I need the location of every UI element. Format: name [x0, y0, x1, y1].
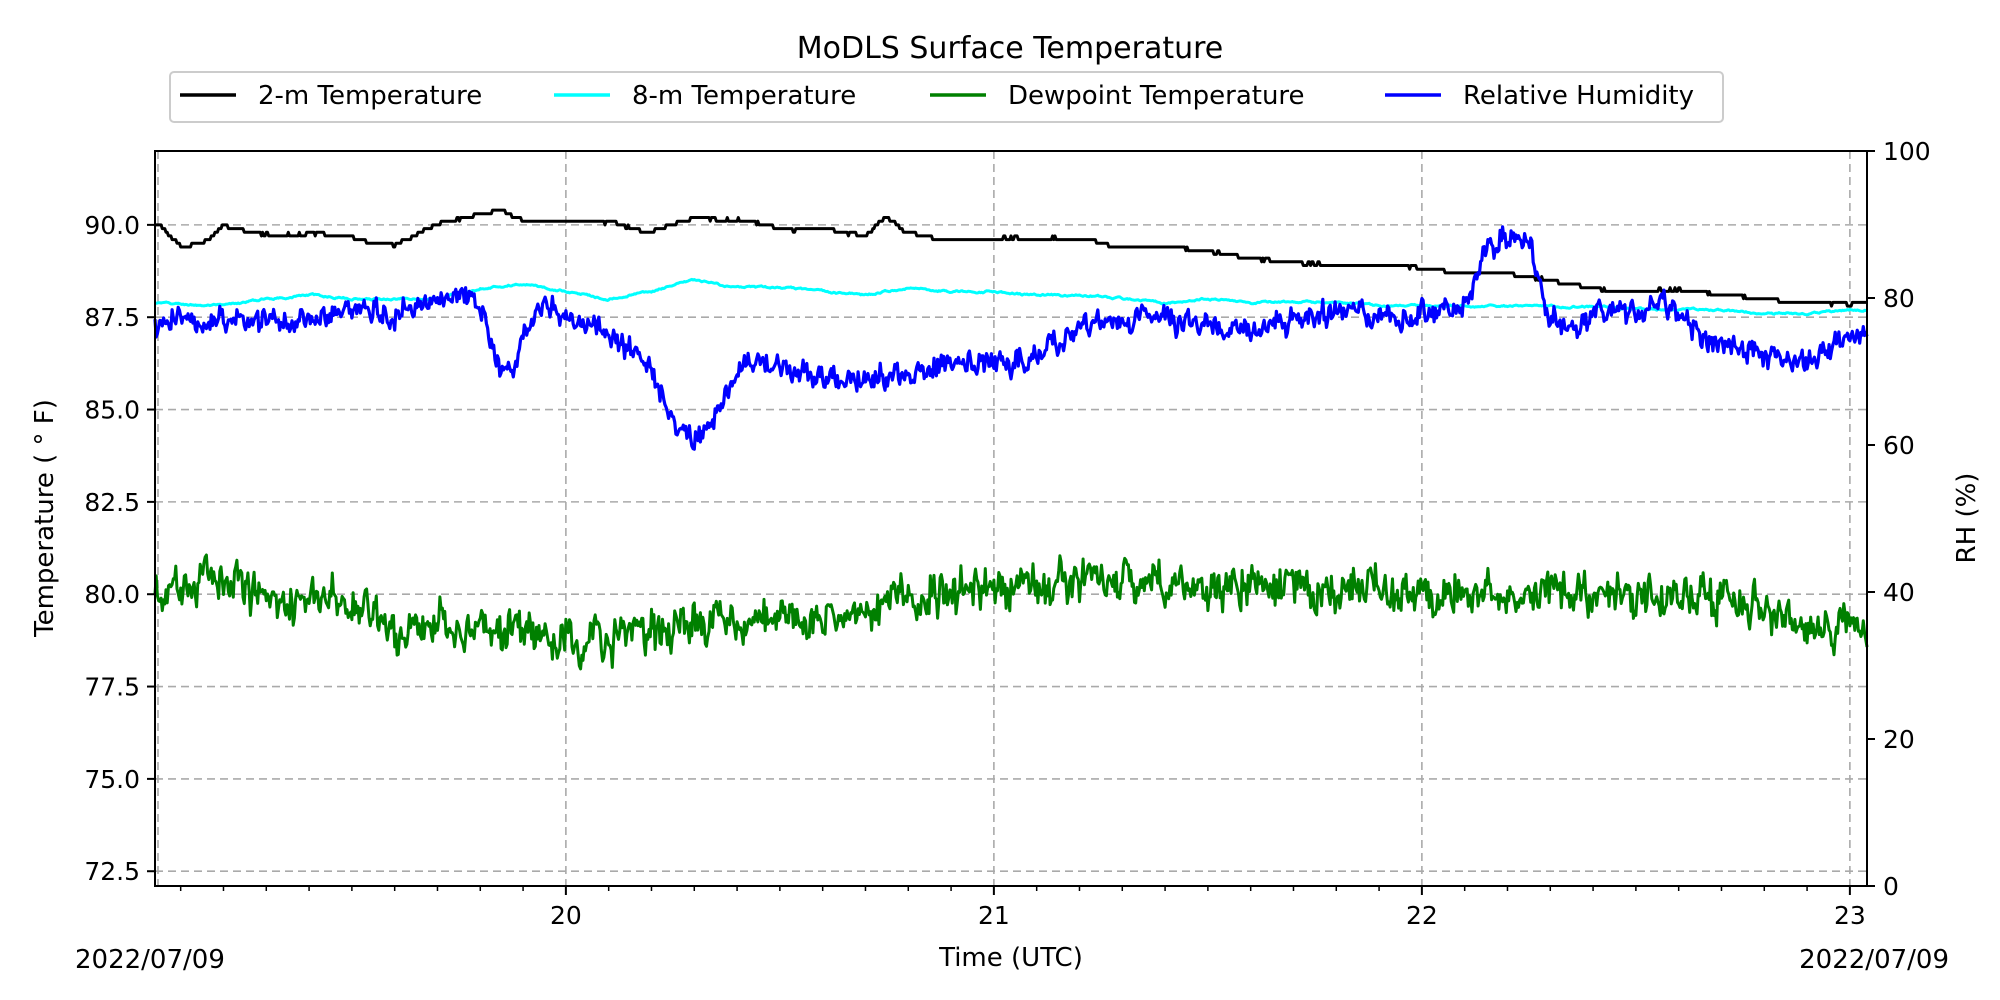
y-tick-label-90.0: 90.0	[84, 211, 140, 240]
y-tick-label-75.0: 75.0	[84, 765, 140, 794]
grid	[155, 151, 1867, 886]
y2-tick-label-60: 60	[1883, 431, 1915, 460]
x-tick-label-20: 20	[550, 901, 582, 930]
date-left: 2022/07/09	[75, 945, 225, 975]
y-tick-label-72.5: 72.5	[84, 857, 140, 886]
legend: 2-m Temperature 8-m Temperature Dewpoint…	[169, 71, 1724, 123]
plot-frame	[154, 150, 1868, 887]
series-line-dewpoint-temperature	[153, 553, 1869, 671]
date-right: 2022/07/09	[1799, 945, 1949, 975]
x-axis-label: Time (UTC)	[938, 943, 1083, 973]
legend-label-relative-humidity: Relative Humidity	[1463, 81, 1694, 111]
y-tick-label-85.0: 85.0	[84, 396, 140, 425]
x-tick-label-21: 21	[978, 901, 1010, 930]
series-layer	[153, 208, 1869, 671]
axes: 72.5 75.0 77.5 80.0 82.5 85.0 87.5 90.0 0 20 40 60 8…	[84, 137, 1930, 930]
legend-box	[169, 71, 1724, 123]
series-line-2-m-temperature	[154, 208, 1868, 308]
legend-entry-relative-humidity: Relative Humidity	[1385, 81, 1694, 111]
y-tick-label-87.5: 87.5	[84, 303, 140, 332]
y-axis-label: Temperature ( ° F)	[30, 399, 60, 638]
x-tick-label-23: 23	[1834, 901, 1866, 930]
y2-tick-label-20: 20	[1883, 725, 1915, 754]
y2-tick-label-80: 80	[1883, 284, 1915, 313]
y2-axis-label: RH (%)	[1952, 473, 1982, 564]
legend-label-dewpoint-temperature: Dewpoint Temperature	[1008, 81, 1305, 111]
legend-entry-dewpoint-temperature: Dewpoint Temperature	[930, 81, 1305, 111]
chart-title: MoDLS Surface Temperature	[797, 31, 1224, 66]
y-tick-label-77.5: 77.5	[84, 673, 140, 702]
y2-tick-label-40: 40	[1883, 578, 1915, 607]
series-line-relative-humidity	[153, 225, 1869, 451]
y2-tick-label-100: 100	[1883, 137, 1931, 166]
legend-label-2m-temperature: 2-m Temperature	[258, 81, 482, 111]
y-tick-label-80.0: 80.0	[84, 580, 140, 609]
legend-entry-8m-temperature: 8-m Temperature	[554, 81, 856, 111]
legend-label-8m-temperature: 8-m Temperature	[632, 81, 856, 111]
y2-tick-label-0: 0	[1883, 872, 1899, 901]
legend-entry-2m-temperature: 2-m Temperature	[180, 81, 482, 111]
x-tick-label-22: 22	[1406, 901, 1438, 930]
y-tick-label-82.5: 82.5	[84, 488, 140, 517]
